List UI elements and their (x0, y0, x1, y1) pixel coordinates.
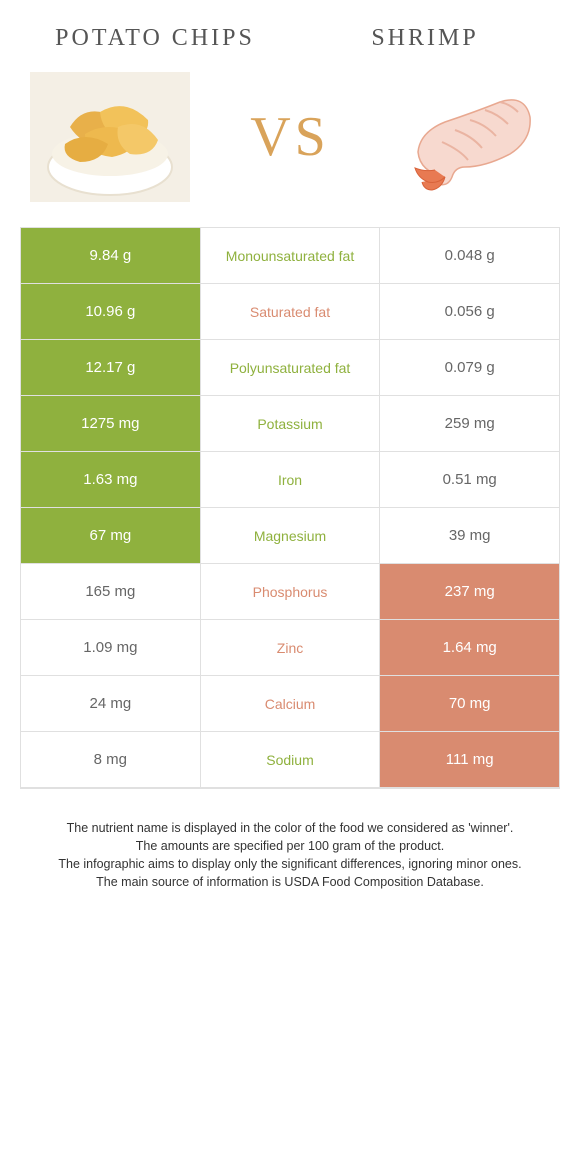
value-right: 39 mg (380, 508, 560, 564)
value-left: 165 mg (21, 564, 201, 620)
table-row: 1275 mgPotassium259 mg (21, 396, 560, 452)
value-right: 70 mg (380, 676, 560, 732)
table-row: 10.96 gSaturated fat0.056 g (21, 284, 560, 340)
footer-line-3: The infographic aims to display only the… (25, 855, 555, 873)
nutrient-label: Zinc (201, 620, 381, 676)
value-right: 0.048 g (380, 228, 560, 284)
nutrient-label: Sodium (201, 732, 381, 788)
value-left: 9.84 g (21, 228, 201, 284)
infographic-container: Potato chips Shrimp VS (0, 0, 580, 922)
value-right: 0.079 g (380, 340, 560, 396)
value-left: 1275 mg (21, 396, 201, 452)
nutrient-label: Phosphorus (201, 564, 381, 620)
footer-line-2: The amounts are specified per 100 gram o… (25, 837, 555, 855)
value-right: 0.056 g (380, 284, 560, 340)
value-left: 10.96 g (21, 284, 201, 340)
table-row: 24 mgCalcium70 mg (21, 676, 560, 732)
table-row: 9.84 gMonounsaturated fat0.048 g (21, 228, 560, 284)
value-right: 0.51 mg (380, 452, 560, 508)
value-left: 1.63 mg (21, 452, 201, 508)
food-image-left (30, 72, 190, 202)
nutrient-label: Magnesium (201, 508, 381, 564)
header-row: Potato chips Shrimp (0, 0, 580, 67)
nutrient-label: Monounsaturated fat (201, 228, 381, 284)
nutrient-label: Saturated fat (201, 284, 381, 340)
table-row: 165 mgPhosphorus237 mg (21, 564, 560, 620)
footer-line-4: The main source of information is USDA F… (25, 873, 555, 891)
value-left: 12.17 g (21, 340, 201, 396)
nutrient-label: Iron (201, 452, 381, 508)
table-row: 1.63 mgIron0.51 mg (21, 452, 560, 508)
value-left: 24 mg (21, 676, 201, 732)
nutrient-table: 9.84 gMonounsaturated fat0.048 g10.96 gS… (20, 227, 560, 789)
food-title-left: Potato chips (34, 25, 277, 52)
value-right: 1.64 mg (380, 620, 560, 676)
image-row: VS (0, 67, 580, 227)
table-row: 12.17 gPolyunsaturated fat0.079 g (21, 340, 560, 396)
nutrient-label: Polyunsaturated fat (201, 340, 381, 396)
shrimp-icon (390, 72, 550, 202)
value-left: 8 mg (21, 732, 201, 788)
vs-label: VS (250, 105, 330, 169)
food-image-right (390, 72, 550, 202)
value-left: 67 mg (21, 508, 201, 564)
value-right: 259 mg (380, 396, 560, 452)
value-right: 237 mg (380, 564, 560, 620)
value-right: 111 mg (380, 732, 560, 788)
table-row: 1.09 mgZinc1.64 mg (21, 620, 560, 676)
nutrient-label: Calcium (201, 676, 381, 732)
chips-icon (30, 72, 190, 202)
footer-notes: The nutrient name is displayed in the co… (0, 789, 580, 892)
footer-line-1: The nutrient name is displayed in the co… (25, 819, 555, 837)
table-row: 67 mgMagnesium39 mg (21, 508, 560, 564)
food-title-right: Shrimp (304, 25, 547, 52)
nutrient-label: Potassium (201, 396, 381, 452)
table-row: 8 mgSodium111 mg (21, 732, 560, 788)
value-left: 1.09 mg (21, 620, 201, 676)
